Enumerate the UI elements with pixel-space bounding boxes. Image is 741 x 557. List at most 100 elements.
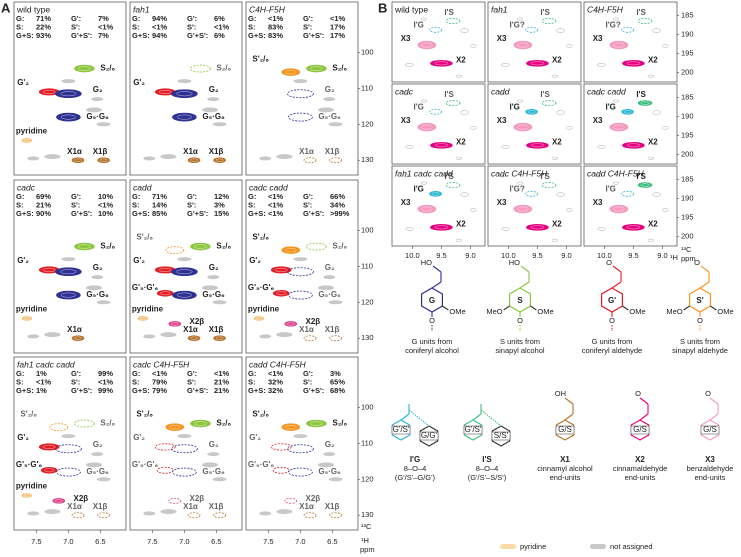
peak: [270, 443, 292, 451]
structure-caption: G units from: [412, 337, 453, 346]
composition: 6%: [214, 31, 225, 40]
y-tick-label: 200: [681, 231, 694, 240]
ring: [700, 419, 720, 441]
peak-label: I'G: [606, 102, 616, 111]
unassigned-peak: [212, 122, 227, 127]
composition: G'+S':: [187, 209, 208, 218]
unassigned-peak: [96, 122, 111, 127]
substituent: O: [517, 316, 523, 325]
ring-label-box: [491, 431, 511, 441]
unassigned-peak: [177, 434, 192, 439]
peak: [525, 109, 538, 115]
peak: [303, 512, 317, 519]
peak-label: I'G: [414, 184, 424, 193]
y-tick-label: 195: [681, 48, 694, 57]
peak-label: X1β: [209, 325, 224, 334]
x-tick-label: 6.5: [95, 537, 105, 546]
composition: 32%: [268, 386, 283, 395]
peak-contour: [276, 291, 287, 296]
peak: [172, 290, 197, 300]
composition: S':: [303, 22, 312, 31]
peak: [97, 157, 110, 164]
peak: [21, 493, 33, 498]
peak: [71, 157, 85, 164]
peak-label: pyridine: [16, 482, 48, 491]
peak-contour: [60, 114, 76, 120]
composition: G+S:: [16, 386, 34, 395]
composition: <1%: [152, 22, 168, 31]
peak: [213, 335, 226, 342]
peak: [170, 444, 198, 454]
peak: [156, 466, 174, 474]
peak-label: G'₅·G'₆: [16, 460, 43, 469]
peak-contour: [434, 143, 449, 148]
composition: S':: [71, 377, 80, 386]
composition: G':: [187, 192, 197, 201]
peak-contour: [274, 267, 288, 272]
composition: 94%: [152, 31, 167, 40]
peak-contour: [421, 124, 433, 130]
unassigned-peak: [293, 257, 308, 262]
peak-contour: [176, 91, 193, 97]
unassigned-peak: [662, 208, 669, 212]
unassigned-peak: [556, 110, 565, 115]
substituent: O: [694, 258, 700, 267]
ring-label: G/S: [703, 425, 717, 434]
peak-label: G₅·G₆: [318, 112, 341, 121]
peak: [526, 60, 549, 67]
peak-contour: [190, 158, 198, 162]
bond: [520, 265, 530, 273]
composition: 3%: [330, 369, 341, 378]
peak-contour: [169, 424, 181, 430]
composition: G'+S':: [187, 31, 208, 40]
composition: 85%: [152, 209, 167, 218]
peak-label: pyridine: [16, 305, 48, 314]
composition: G'+S':: [303, 386, 324, 395]
peak-label: I'S: [540, 172, 550, 181]
peak-contour: [623, 110, 632, 114]
peak-label: X1α: [183, 502, 198, 511]
y-tick-label: 195: [681, 212, 694, 221]
peak-label: G₂: [93, 440, 103, 449]
composition: 12%: [214, 192, 229, 201]
composition: G:: [132, 369, 140, 378]
unassigned-peak: [259, 156, 272, 161]
peak-label: S₂/₆: [100, 419, 115, 428]
composition: 3%: [214, 200, 225, 209]
composition: 79%: [152, 377, 167, 386]
peak-label: X1β: [93, 147, 108, 156]
panel-title: cadc cadd: [587, 86, 626, 96]
composition: G'+S':: [303, 209, 324, 218]
x-tick-label: 9.0: [657, 251, 667, 260]
spectrum-frame: [391, 83, 486, 165]
peak: [171, 467, 197, 477]
composition: S':: [303, 200, 312, 209]
unassigned-peak: [328, 122, 343, 127]
peak-label: G₅·G₆: [202, 467, 225, 476]
substituent: HO: [509, 258, 520, 267]
composition: S:: [16, 200, 24, 209]
peak: [430, 224, 453, 231]
peak-label: X2: [552, 219, 562, 228]
peak-label: G₅·G₆: [86, 112, 109, 121]
peak: [171, 267, 198, 277]
unassigned-peak: [405, 63, 414, 67]
composition: 7%: [98, 31, 109, 40]
peak-contour: [74, 336, 82, 340]
unassigned-peak: [323, 275, 336, 280]
x-tick-label: 9.5: [532, 251, 542, 260]
peak: [621, 26, 634, 33]
unassigned-peak: [612, 99, 620, 103]
substituent: O: [705, 389, 711, 398]
unassigned-peak: [499, 9, 506, 14]
peak: [172, 112, 197, 122]
spectrum-frame: [487, 165, 582, 247]
composition: 65%: [330, 377, 345, 386]
unassigned-peak: [160, 332, 177, 338]
composition: G':: [303, 192, 313, 201]
panel-title: cadd C4H-F5H: [587, 168, 645, 178]
peak: [541, 18, 557, 24]
panel-title: fah1: [491, 4, 508, 14]
peak-contour: [310, 66, 323, 71]
composition: S:: [132, 200, 140, 209]
